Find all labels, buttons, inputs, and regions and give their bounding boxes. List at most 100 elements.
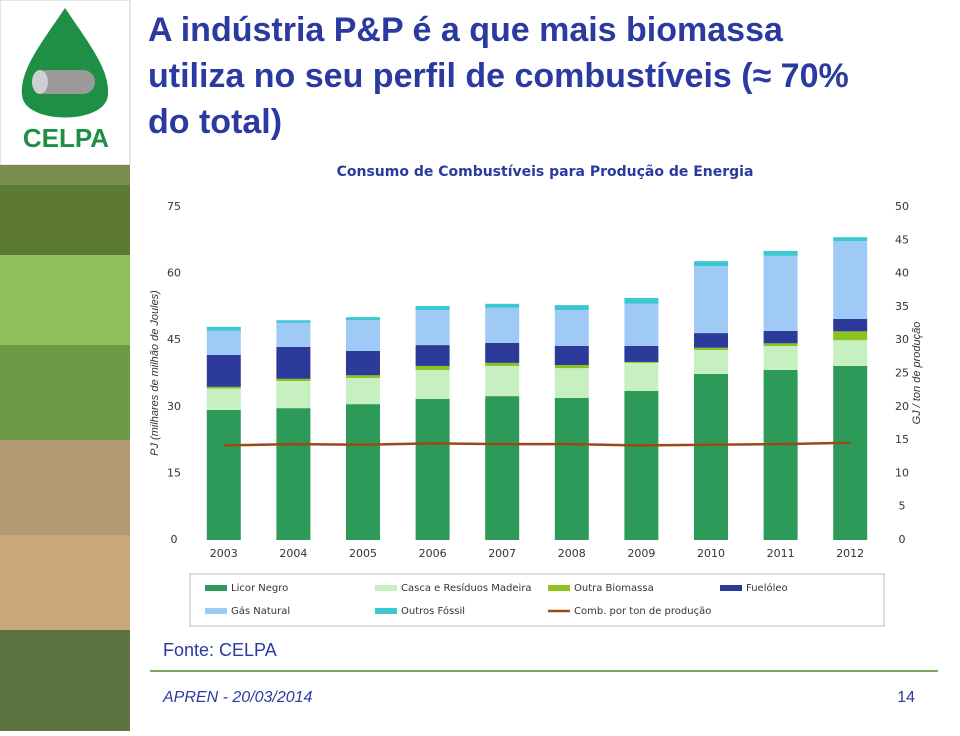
y-tick-label: 75 — [167, 200, 181, 213]
footer: APREN - 20/03/2014 — [162, 689, 313, 706]
bar-segment — [694, 347, 728, 350]
y2-tick-label: 20 — [895, 400, 909, 413]
bar-segment — [206, 326, 241, 331]
bar-segment — [346, 350, 380, 376]
y2-tick-label: 35 — [895, 300, 909, 313]
legend-swatch — [375, 608, 397, 614]
x-tick-label: 2005 — [349, 547, 377, 560]
legend-label: Licor Negro — [231, 583, 288, 594]
bar-segment — [554, 310, 589, 346]
legend-label: Gás Natural — [231, 605, 290, 617]
bar-segment — [276, 322, 311, 347]
bar-segment — [276, 346, 311, 379]
line — [223, 441, 851, 447]
bar-segment — [485, 396, 520, 540]
logo: CELPA — [21, 8, 109, 153]
logo-text: CELPA — [23, 123, 109, 153]
legend-label: Comb. por ton de produção — [574, 606, 711, 617]
bar-segment — [694, 373, 728, 540]
bar-segment — [276, 381, 311, 409]
x-tick-label: 2008 — [558, 547, 586, 560]
bar-segment — [206, 330, 241, 355]
bar-segment — [206, 354, 241, 387]
bar-segment — [694, 261, 728, 267]
x-tick-label: 2012 — [836, 547, 864, 560]
bar-segment — [554, 368, 589, 398]
x-tick-label: 2007 — [488, 547, 516, 560]
y2-tick-label: 40 — [895, 267, 909, 280]
bar-segment — [415, 365, 450, 370]
bar-segment — [624, 362, 659, 391]
bar-segment — [624, 390, 659, 540]
source: Fonte: CELPA — [163, 640, 277, 660]
y2-axis-label: GJ / ton de produção — [911, 322, 923, 425]
bar-segment — [763, 255, 798, 331]
bar-segment — [833, 241, 868, 319]
bar-segment — [485, 362, 520, 366]
bar-segment — [554, 305, 589, 311]
bar-segment — [763, 343, 798, 346]
y2-tick-label: 30 — [895, 333, 909, 346]
bar-segment — [694, 349, 728, 374]
bar-segment — [833, 237, 868, 242]
y2-tick-label: 0 — [899, 533, 906, 546]
bar-segment — [694, 266, 728, 334]
bar-segment — [833, 331, 868, 341]
x-tick-label: 2003 — [210, 547, 238, 560]
legend-label: Outros Fóssil — [401, 605, 465, 617]
x-tick-label: 2009 — [627, 547, 655, 560]
bar-segment — [276, 320, 311, 323]
y-tick-label: 60 — [167, 267, 181, 280]
bar-segment — [833, 318, 868, 332]
y2-tick-label: 15 — [895, 433, 909, 446]
y2-tick-label: 10 — [895, 466, 909, 479]
legend-label: Casca e Resíduos Madeira — [401, 582, 532, 594]
x-tick-label: 2010 — [697, 547, 725, 560]
bar-segment — [346, 375, 380, 378]
bar-segment — [485, 303, 520, 308]
photo-strip — [0, 0, 131, 731]
y-tick-label: 30 — [167, 400, 181, 413]
legend-swatch — [720, 585, 742, 591]
bar-segment — [694, 333, 728, 348]
y2-tick-label: 45 — [895, 233, 909, 246]
y-axis-label: PJ (milhares de milhão de Joules) — [149, 290, 161, 456]
legend-swatch — [375, 585, 397, 591]
bar-segment — [346, 404, 380, 540]
bar-segment — [206, 388, 241, 410]
legend-box — [189, 573, 885, 627]
chart-title: Consumo de Combustíveis para Produção de… — [337, 164, 754, 180]
y2-tick-label: 5 — [899, 500, 906, 513]
bar-segment — [415, 345, 450, 366]
bar-segment — [624, 303, 659, 346]
legend-swatch — [205, 608, 227, 614]
bar-segment — [763, 330, 798, 344]
bar-segment — [554, 365, 589, 369]
legend-swatch — [548, 585, 570, 591]
bar-segment — [485, 365, 520, 397]
bar-segment — [276, 378, 311, 382]
bar-segment — [624, 345, 659, 362]
bar-segment — [554, 397, 589, 540]
x-tick-label: 2004 — [279, 547, 307, 560]
bar-segment — [415, 310, 450, 346]
legend-label: Fuelóleo — [746, 582, 788, 594]
y2-tick-label: 50 — [895, 200, 909, 213]
bar-segment — [415, 398, 450, 540]
page-number: 14 — [897, 689, 915, 706]
bar-segment — [763, 345, 798, 370]
y-tick-label: 0 — [171, 533, 178, 546]
bar-segment — [554, 345, 589, 366]
x-tick-label: 2006 — [419, 547, 447, 560]
bar-segment — [485, 307, 520, 343]
bar-segment — [763, 369, 798, 540]
slide-title: utiliza no seu perfil de combustíveis (≈… — [148, 57, 849, 95]
bar-segment — [346, 320, 380, 351]
bar-segment — [346, 317, 380, 321]
bar-segment — [415, 369, 450, 399]
bar-segment — [763, 250, 798, 256]
bar-segment — [833, 340, 868, 366]
legend-swatch — [205, 585, 227, 591]
bar-segment — [833, 365, 868, 540]
